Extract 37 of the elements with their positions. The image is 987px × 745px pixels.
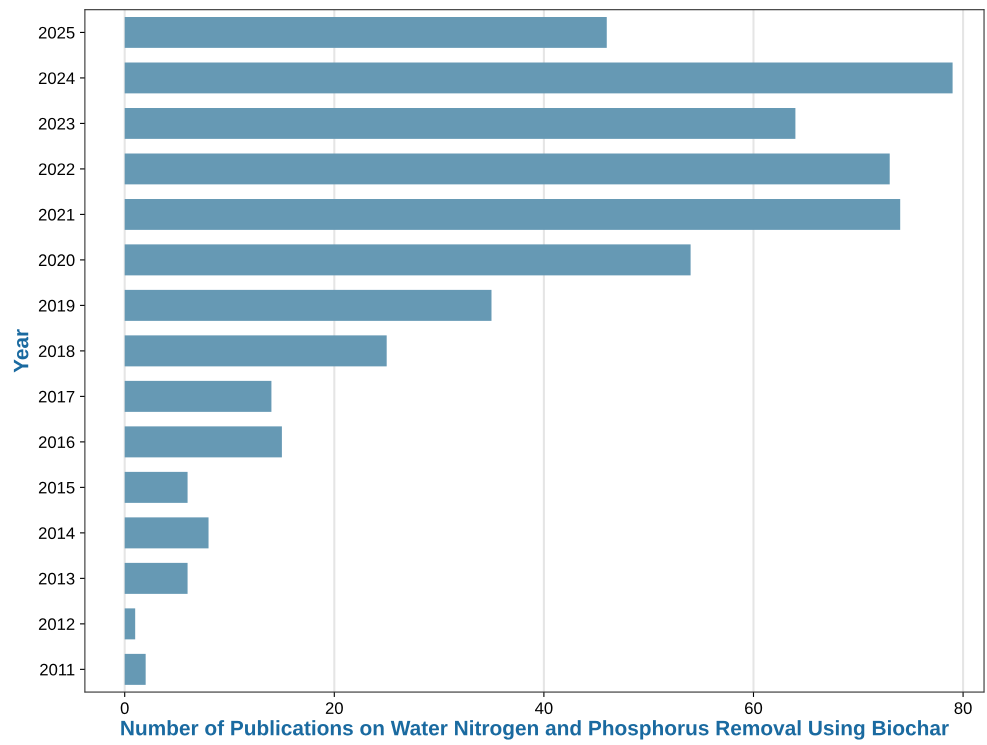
y-tick-label: 2017 — [38, 390, 74, 403]
bar — [124, 472, 188, 503]
y-tick-label: 2019 — [38, 300, 74, 312]
bar — [124, 198, 900, 230]
x-tick-label: 80 — [954, 702, 972, 714]
y-tick-label: 2024 — [38, 72, 75, 84]
x-axis-title: Number of Publications on Water Nitrogen and Phosphorus Removal Using Biochar — [121, 720, 949, 740]
x-tick-label: 20 — [326, 702, 343, 714]
y-tick-label: 2023 — [38, 118, 74, 130]
bar — [124, 153, 890, 184]
x-tick-label: 0 — [120, 702, 129, 714]
bar — [124, 517, 209, 548]
x-tick-label: 40 — [535, 702, 553, 714]
y-tick-label: 2022 — [38, 163, 74, 176]
y-tick-label: 2012 — [38, 618, 74, 630]
bar — [124, 562, 188, 594]
bar — [124, 244, 691, 276]
y-tick-label: 2020 — [38, 254, 75, 266]
bar — [124, 62, 953, 94]
bar — [124, 380, 272, 412]
y-tick-label: 2025 — [38, 26, 74, 39]
bar — [124, 108, 796, 139]
y-tick-label: 2015 — [38, 482, 74, 494]
y-tick-label: 2018 — [38, 345, 74, 358]
bar — [124, 335, 387, 366]
y-tick-label: 2014 — [38, 527, 75, 540]
y-tick-label: 2021 — [38, 208, 74, 221]
y-tick-label: 2011 — [40, 664, 74, 676]
bar — [124, 654, 146, 685]
y-axis-title: Year — [14, 329, 28, 373]
bar — [124, 426, 282, 458]
bar — [124, 608, 136, 640]
bar — [124, 290, 492, 321]
y-tick-label: 2013 — [38, 572, 74, 585]
y-tick-label: 2016 — [38, 436, 74, 448]
bar — [124, 16, 607, 48]
x-tick-label: 60 — [745, 702, 762, 714]
